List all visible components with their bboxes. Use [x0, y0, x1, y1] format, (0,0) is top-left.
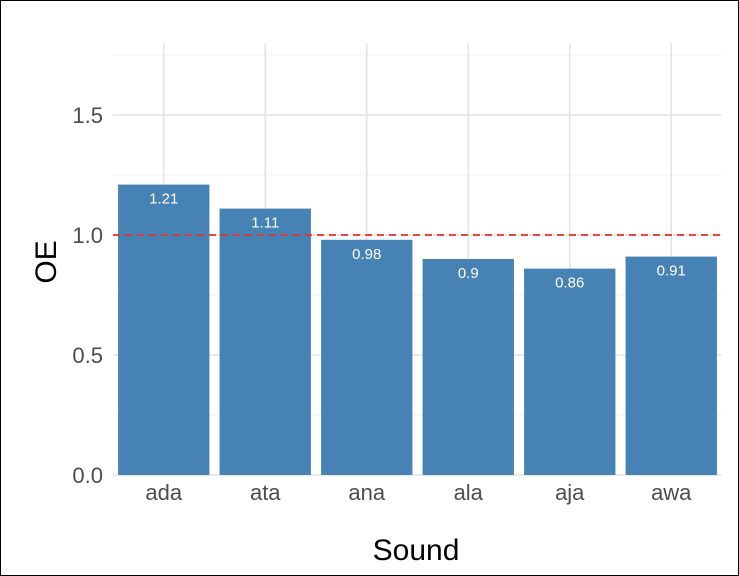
- bar-value-label-ata: 1.11: [251, 215, 279, 232]
- x-tick-label-ada: ada: [145, 480, 182, 505]
- y-tick-label: 0.0: [72, 463, 103, 488]
- bar-awa: [625, 256, 717, 475]
- bar-value-labels: 1.21 1.11 0.98 0.9 0.86 0.91: [149, 191, 686, 292]
- bar-aja: [524, 268, 616, 475]
- y-tick-labels: 0.0 0.5 1.0 1.5: [72, 103, 103, 488]
- x-axis-title: Sound: [373, 534, 460, 567]
- bar-value-label-ada: 1.21: [149, 191, 178, 208]
- y-axis-title: OE: [30, 240, 63, 283]
- bar-value-label-awa: 0.91: [657, 263, 686, 280]
- bar-value-label-aja: 0.86: [555, 275, 584, 292]
- bar-ada: [118, 184, 210, 475]
- x-tick-label-aja: aja: [555, 480, 585, 505]
- bar-ala: [422, 259, 514, 475]
- bar-ata: [219, 208, 311, 475]
- y-tick-label: 1.0: [72, 223, 103, 248]
- bar-ana: [321, 239, 413, 475]
- y-tick-label: 0.5: [72, 343, 103, 368]
- bar-value-label-ana: 0.98: [352, 246, 381, 263]
- bar-value-label-ala: 0.9: [458, 265, 479, 282]
- y-tick-label: 1.5: [72, 103, 103, 128]
- x-tick-label-awa: awa: [651, 480, 692, 505]
- x-tick-label-ala: ala: [454, 480, 484, 505]
- x-tick-label-ata: ata: [250, 480, 281, 505]
- bars: [118, 184, 717, 475]
- x-tick-label-ana: ana: [348, 480, 385, 505]
- x-tick-labels: ada ata ana ala aja awa: [145, 480, 692, 505]
